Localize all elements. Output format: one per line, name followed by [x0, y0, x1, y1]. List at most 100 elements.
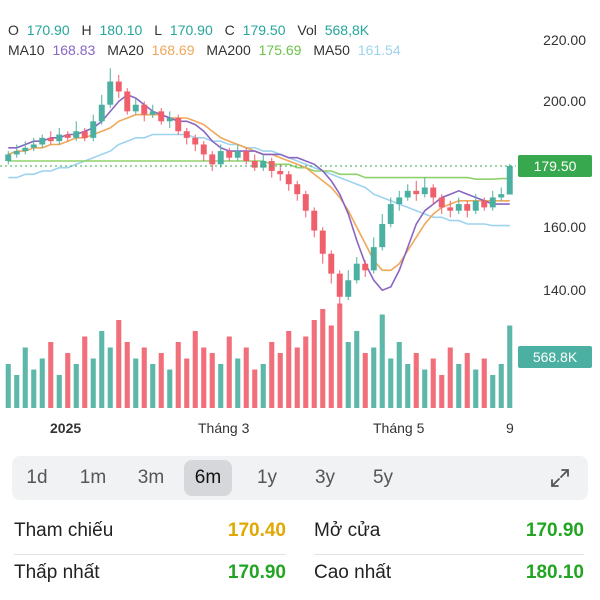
volume-bar — [14, 375, 20, 408]
ma200-line — [8, 160, 510, 180]
volume-bar — [31, 369, 37, 408]
candle-body — [115, 81, 122, 92]
period-3m[interactable]: 3m — [137, 467, 165, 488]
candle-body — [234, 151, 241, 158]
ma50-value: 161.54 — [357, 42, 401, 58]
reference-value: 170.40 — [227, 520, 286, 541]
x-tick-label: 2025 — [50, 420, 82, 436]
volume-bar — [354, 331, 360, 408]
volume-bar — [226, 336, 232, 408]
candle-body — [209, 154, 216, 165]
candle-body — [277, 170, 284, 175]
volume-bar — [167, 369, 173, 408]
low-price-value: 170.90 — [227, 562, 286, 583]
volume-bar — [252, 369, 258, 408]
candle-body — [192, 137, 199, 145]
volume-bar — [405, 364, 411, 408]
volume-bar — [133, 358, 139, 408]
volume-bar — [277, 353, 283, 408]
volume-bar — [303, 336, 309, 408]
ma50-label: MA50 — [313, 42, 350, 58]
ma10-value: 168.83 — [52, 42, 96, 58]
period-3y[interactable]: 3y — [314, 467, 336, 488]
volume-bar — [243, 347, 249, 408]
expand-icon[interactable] — [550, 468, 570, 488]
open-price-value: 170.90 — [525, 520, 584, 541]
candle-body — [285, 174, 292, 185]
volume-bar — [371, 347, 377, 408]
candle-body — [217, 151, 224, 165]
volume-bar — [116, 320, 122, 408]
period-1d[interactable]: 1d — [26, 467, 48, 488]
volume-bar — [464, 353, 470, 408]
candle-body — [353, 263, 360, 281]
candle-body — [455, 204, 462, 211]
candle-body — [464, 204, 471, 211]
volume-bar — [481, 358, 487, 408]
candle-body — [319, 230, 326, 254]
candle-body — [81, 131, 88, 138]
period-5y[interactable]: 5y — [372, 467, 394, 488]
candle-body — [251, 161, 258, 168]
low-value: 170.90 — [169, 22, 213, 38]
candle-body — [158, 111, 165, 122]
candle-body — [489, 197, 496, 208]
stock-chart[interactable] — [0, 0, 600, 455]
ma50-line — [8, 133, 510, 227]
period-1y[interactable]: 1y — [256, 467, 278, 488]
y-tick-label: 160.00 — [543, 219, 586, 235]
volume-bar — [447, 347, 453, 408]
volume-bar — [48, 342, 54, 408]
period-selector: 1d 1m 3m 6m 1y 3y 5y — [12, 456, 588, 500]
volume-bar — [141, 347, 147, 408]
candle-body — [362, 263, 369, 271]
volume-bar — [99, 331, 105, 408]
candle-body — [404, 190, 411, 198]
candle-body — [56, 134, 63, 142]
candle-body — [472, 200, 479, 211]
candle-body — [47, 137, 54, 142]
ma200-label: MA200 — [206, 42, 251, 58]
volume-bar — [201, 347, 207, 408]
divider — [14, 554, 286, 555]
candle-body — [387, 204, 394, 224]
ma20-value: 168.69 — [151, 42, 195, 58]
y-tick-label: 200.00 — [543, 93, 586, 109]
y-tick-label: 140.00 — [543, 282, 586, 298]
y-tick-label: 220.00 — [543, 32, 586, 48]
stat-open: Mở cửa 170.90 — [314, 520, 584, 542]
high-price-value: 180.10 — [525, 562, 584, 583]
candle-body — [200, 144, 207, 155]
volume-bar — [396, 342, 402, 408]
period-1m[interactable]: 1m — [79, 467, 107, 488]
candle-body — [481, 200, 488, 208]
candle-body — [175, 117, 182, 132]
candle-body — [64, 134, 71, 138]
period-6m[interactable]: 6m — [184, 460, 232, 496]
candle-body — [260, 161, 267, 168]
volume-bar — [150, 364, 156, 408]
volume-bar — [422, 369, 428, 408]
ma-legend: MA10 168.83 MA20 168.69 MA200 175.69 MA5… — [8, 42, 409, 58]
volume-bar — [345, 342, 351, 408]
volume-bar — [260, 364, 266, 408]
candle-body — [447, 207, 454, 211]
volume-bar — [294, 347, 300, 408]
volume-bar — [82, 336, 88, 408]
volume-bar — [158, 353, 164, 408]
candle-body — [413, 190, 420, 195]
candle-body — [124, 91, 131, 112]
candle-body — [345, 280, 352, 297]
volume-bar — [5, 364, 11, 408]
volume-bar — [328, 325, 334, 408]
volume-bar — [490, 375, 496, 408]
volume-bar — [337, 303, 343, 408]
candle-body — [13, 151, 20, 155]
x-tick-label: Tháng 5 — [373, 420, 425, 436]
candle-body — [30, 144, 37, 148]
candle-body — [294, 184, 301, 195]
volume-bar — [235, 358, 241, 408]
candle-body — [73, 131, 80, 138]
high-value: 180.10 — [99, 22, 143, 38]
x-tick-label: 9 — [506, 420, 514, 436]
